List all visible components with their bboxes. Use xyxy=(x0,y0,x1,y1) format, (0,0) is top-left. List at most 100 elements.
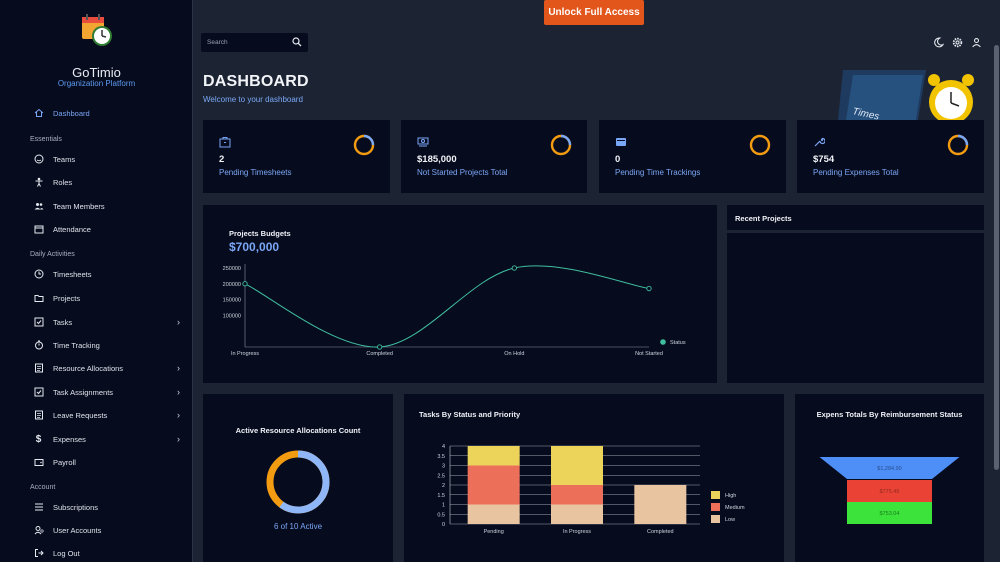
wrench-icon xyxy=(814,137,825,147)
sidebar-item-teams[interactable]: Teams xyxy=(0,149,193,169)
briefcase-icon xyxy=(219,137,231,148)
user-group-icon xyxy=(33,525,44,536)
stat-label: Pending Expenses Total xyxy=(813,168,899,177)
user-icon[interactable] xyxy=(971,37,982,48)
calendar-clock-logo xyxy=(82,14,112,46)
stat-value: $185,000 xyxy=(417,154,457,165)
sidebar-item-dashboard[interactable]: Dashboard xyxy=(0,103,193,123)
data-point xyxy=(646,285,652,292)
x-tick-label: Completed xyxy=(647,529,674,535)
document-icon xyxy=(33,363,44,374)
tasks-chart-title: Tasks By Status and Priority xyxy=(419,410,521,419)
stat-value: $754 xyxy=(813,154,835,165)
series-line xyxy=(244,265,650,348)
section-essentials: Essentials xyxy=(30,136,62,143)
sidebar-item-payroll[interactable]: Payroll xyxy=(0,452,193,472)
x-tick-label: Completed xyxy=(366,351,393,357)
sidebar-item-user-accounts[interactable]: User Accounts xyxy=(0,520,193,540)
sidebar-item-label: Time Tracking xyxy=(53,340,100,350)
chevron-right-icon: › xyxy=(177,410,180,420)
sidebar: GoTimio Organization Platform Dashboard … xyxy=(0,0,193,562)
y-tick-label: 1.5 xyxy=(437,493,445,499)
y-tick-label: 100000 xyxy=(223,313,241,319)
unlock-full-access-button[interactable]: Unlock Full Access xyxy=(544,0,644,25)
stat-label: Not Started Projects Total xyxy=(417,168,508,177)
x-tick-label: On Hold xyxy=(504,351,524,357)
sidebar-item-resource-allocations[interactable]: Resource Allocations › xyxy=(0,358,193,378)
sidebar-item-subscriptions[interactable]: Subscriptions xyxy=(0,497,193,517)
progress-ring xyxy=(550,134,572,156)
expenses-funnel-card: Expens Totals By Reimbursement Status $1… xyxy=(795,394,984,562)
progress-ring xyxy=(353,134,375,156)
sidebar-item-label: Resource Allocations xyxy=(53,363,124,373)
bar-segment xyxy=(634,485,687,524)
sidebar-item-log-out[interactable]: Log Out xyxy=(0,543,193,562)
sidebar-item-label: Payroll xyxy=(53,457,76,467)
sidebar-item-timesheets[interactable]: Timesheets xyxy=(0,264,193,284)
legend-label: Low xyxy=(725,517,735,523)
funnel-label: $753.04 xyxy=(880,511,900,517)
search-icon[interactable] xyxy=(292,37,302,47)
y-tick-label: 250000 xyxy=(223,266,241,272)
sidebar-item-label: Attendance xyxy=(53,224,91,234)
funnel-tier xyxy=(847,480,932,502)
legend-label: Medium xyxy=(725,505,745,511)
sidebar-item-projects[interactable]: Projects xyxy=(0,288,193,308)
expenses-funnel-chart: $1,284.90 $775.45 $753.04 xyxy=(819,457,960,524)
expenses-chart-title: Expens Totals By Reimbursement Status xyxy=(816,410,963,419)
folder-icon xyxy=(33,293,44,304)
legend-swatch xyxy=(711,491,720,499)
funnel-label: $1,284.90 xyxy=(877,466,901,472)
sidebar-item-expenses[interactable]: $ Expenses › xyxy=(0,429,193,449)
gear-icon[interactable] xyxy=(952,37,963,48)
sidebar-item-task-assignments[interactable]: Task Assignments › xyxy=(0,382,193,402)
x-tick-label: Pending xyxy=(484,529,504,535)
svg-text:Times: Times xyxy=(851,106,880,120)
y-tick-label: 0 xyxy=(442,522,445,528)
legend-swatch xyxy=(711,503,720,511)
stopwatch-icon xyxy=(33,340,44,351)
stat-card-pending-time-trackings: 0 Pending Time Trackings xyxy=(599,120,786,193)
sidebar-item-roles[interactable]: Roles xyxy=(0,172,193,192)
moon-icon[interactable] xyxy=(933,37,944,48)
scrollbar-thumb[interactable] xyxy=(994,45,999,470)
dollar-icon: $ xyxy=(35,433,42,445)
section-account: Account xyxy=(30,484,56,491)
clock-icon xyxy=(33,269,44,280)
tasks-by-status-card: Tasks By Status and Priority 0 0.5 1 1.5 2 2.… xyxy=(404,394,784,562)
page-subtitle: Welcome to your dashboard xyxy=(203,95,303,104)
sidebar-item-label: Expenses xyxy=(53,434,86,444)
chevron-right-icon: › xyxy=(177,387,180,397)
checkbox-icon xyxy=(33,317,44,328)
sidebar-item-team-members[interactable]: Team Members xyxy=(0,196,193,216)
sidebar-item-time-tracking[interactable]: Time Tracking xyxy=(0,335,193,355)
chevron-right-icon: › xyxy=(177,363,180,373)
sidebar-item-leave-requests[interactable]: Leave Requests › xyxy=(0,405,193,425)
bar-segment xyxy=(467,465,520,505)
y-tick-label: 2 xyxy=(442,483,445,489)
bar-segment xyxy=(551,504,603,524)
progress-ring xyxy=(749,134,771,156)
allocations-donut-chart xyxy=(266,450,330,514)
smiley-icon xyxy=(33,154,44,165)
sidebar-item-label: Teams xyxy=(53,154,76,164)
checkbox-icon xyxy=(33,387,44,398)
y-tick-label: 150000 xyxy=(223,298,241,304)
sidebar-item-label: Task Assignments xyxy=(53,387,114,397)
progress-ring xyxy=(947,134,969,156)
projects-budgets-line-chart: 250000 200000 150000 100000 In Progress Compl… xyxy=(223,264,686,357)
x-tick-label: In Progress xyxy=(231,351,259,357)
recent-projects-title: Recent Projects xyxy=(735,214,792,223)
bar-segment xyxy=(551,446,603,485)
sidebar-item-tasks[interactable]: Tasks › xyxy=(0,312,193,332)
bar-segment xyxy=(467,446,520,466)
search-input[interactable] xyxy=(207,36,287,49)
stat-label: Pending Timesheets xyxy=(219,168,292,177)
sidebar-item-label: Roles xyxy=(53,177,73,187)
sidebar-item-attendance[interactable]: Attendance xyxy=(0,219,193,239)
data-point xyxy=(377,344,383,350)
calendar-icon xyxy=(33,224,44,235)
allocations-title: Active Resource Allocations Count xyxy=(235,426,361,435)
funnel-label: $775.45 xyxy=(880,489,900,495)
budgets-total: $700,000 xyxy=(229,240,280,254)
